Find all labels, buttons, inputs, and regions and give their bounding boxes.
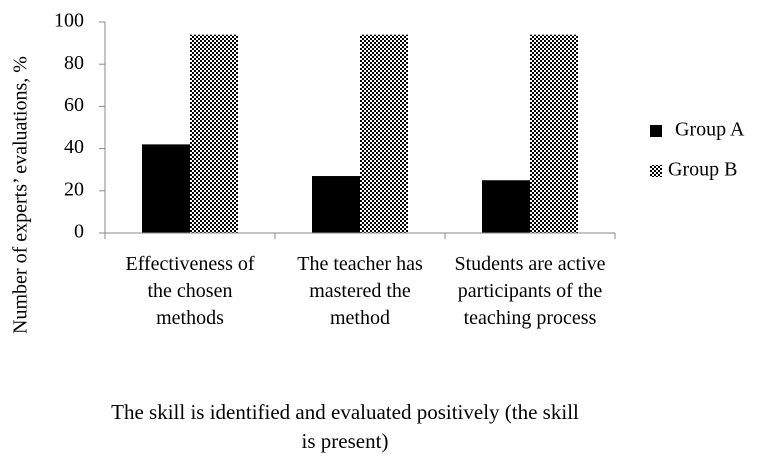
y-tick-label: 80 [64,52,84,74]
bar [360,34,408,233]
x-tick-label: Students are active participants of the … [454,253,606,329]
legend-swatch [650,125,662,137]
y-tick-label: 40 [64,136,84,158]
legend-swatch [650,165,662,177]
x-axis-label: The skill is identified and evaluated po… [111,400,579,453]
bar [312,176,360,233]
y-tick-label: 100 [54,10,84,32]
x-tick-label: Effectiveness of the chosen methods [125,253,255,329]
y-tick-label: 60 [64,94,84,116]
bar [530,34,578,233]
y-tick-label: 20 [64,178,84,200]
bar [142,144,190,233]
y-tick-label: 0 [74,221,84,243]
x-tick-label: The teacher has mastered the method [297,253,423,329]
bar [190,34,238,233]
legend-label: Group A [675,119,745,141]
bar [482,180,530,233]
legend-label: Group B [668,159,737,181]
y-axis-label: Number of experts’ evaluations, % [10,56,32,334]
